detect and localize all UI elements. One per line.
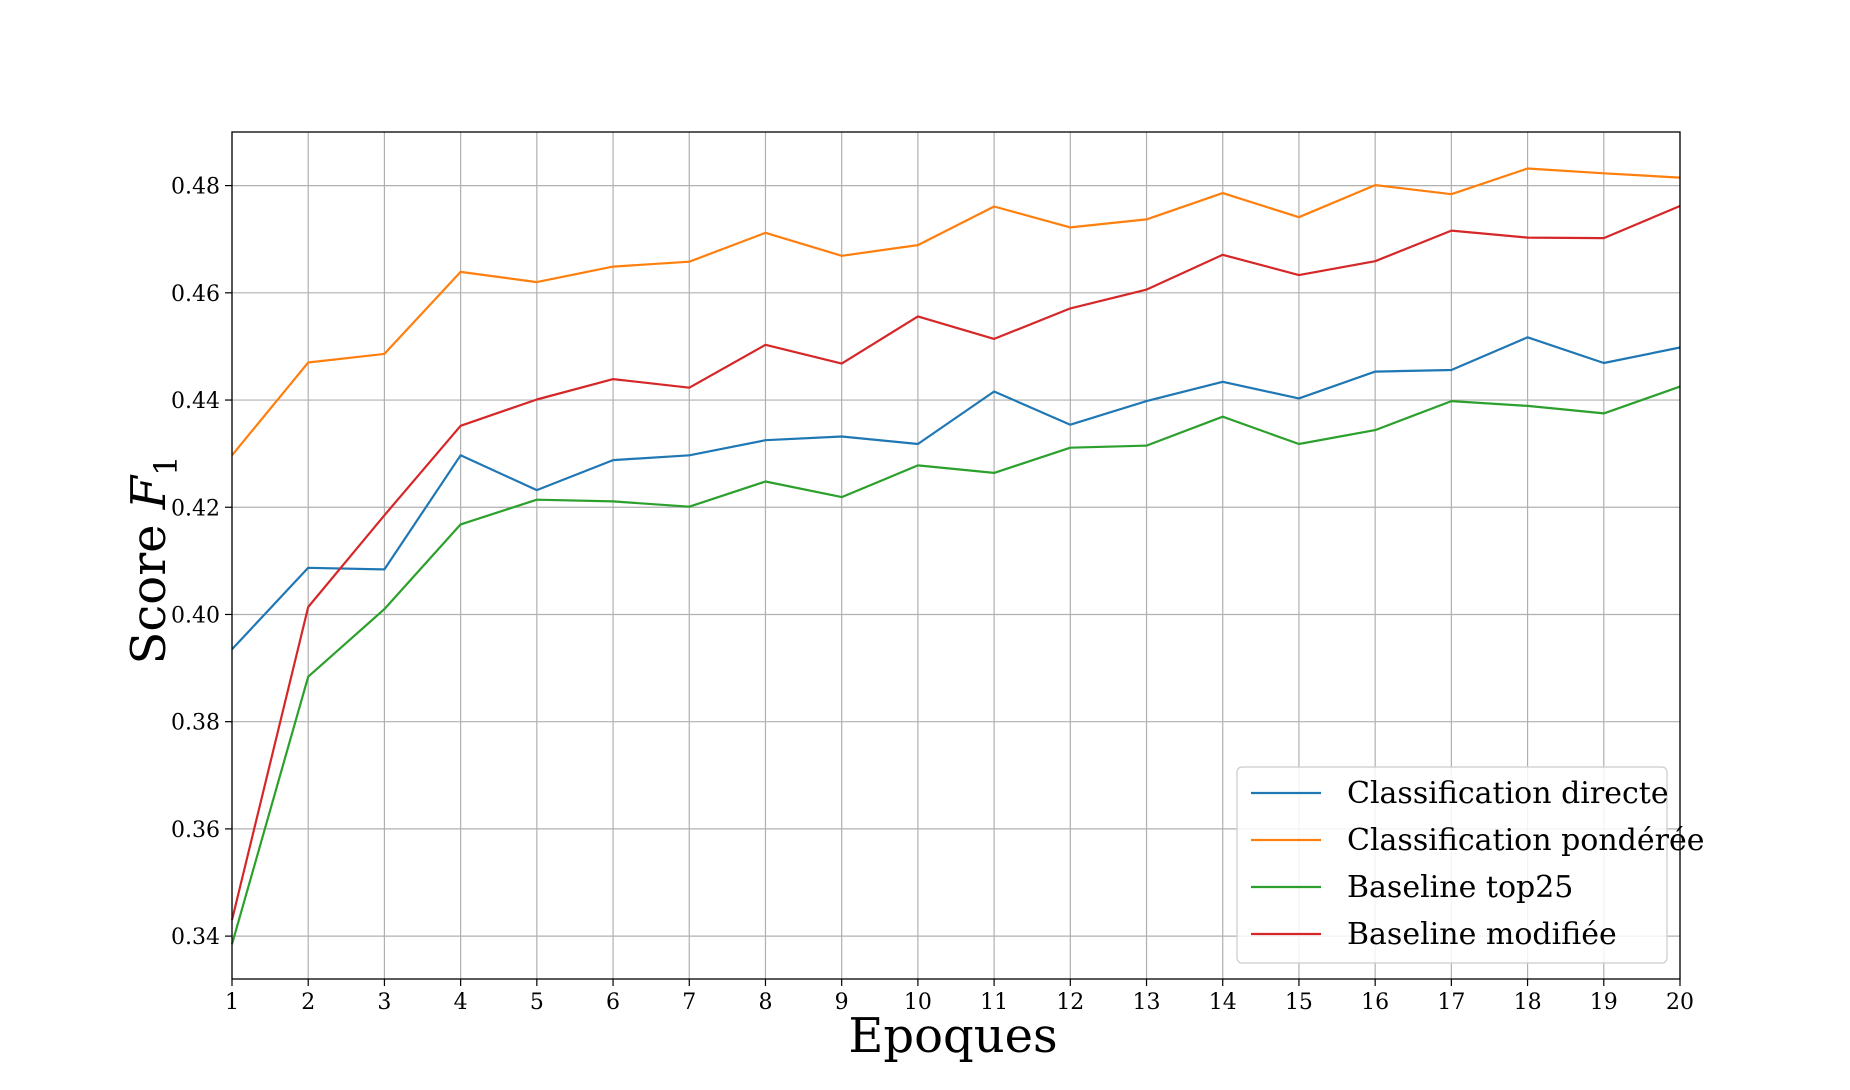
x-tick-label: 8 (758, 990, 772, 1015)
x-tick-label: 1 (225, 990, 239, 1015)
x-tick-label: 5 (530, 990, 544, 1015)
series-line-4 (230, 204, 1681, 921)
y-axis-label-prefix: Score (121, 509, 177, 664)
x-tick-label: 10 (904, 990, 932, 1015)
y-tick-label: 0.36 (171, 818, 220, 843)
y-tick-label: 0.44 (171, 389, 220, 414)
y-tick-label: 0.42 (171, 496, 220, 521)
y-tick-label: 0.34 (171, 925, 220, 950)
x-tick-label: 6 (606, 990, 620, 1015)
x-tick-label: 9 (835, 990, 849, 1015)
x-tick-label: 4 (454, 990, 468, 1015)
y-axis-label-symbol: F (121, 474, 177, 510)
x-axis-label: Epoques (848, 1008, 1057, 1064)
y-tick-label: 0.46 (171, 282, 220, 307)
legend-label: Classification pondérée (1347, 823, 1704, 858)
legend-label: Baseline top25 (1347, 870, 1573, 905)
x-tick-label: 19 (1590, 990, 1618, 1015)
series-line-2 (231, 167, 1681, 456)
x-tick-label: 14 (1209, 990, 1237, 1015)
x-tick-label: 2 (301, 990, 315, 1015)
x-tick-label: 12 (1056, 990, 1084, 1015)
legend-label: Classification directe (1347, 776, 1669, 811)
x-tick-label: 20 (1666, 990, 1694, 1015)
legend-box (1236, 766, 1668, 964)
x-tick-label: 15 (1285, 990, 1313, 1015)
y-tick-label: 0.40 (171, 603, 220, 628)
series-line-3 (230, 385, 1681, 945)
series-line-1 (231, 336, 1681, 651)
y-tick-label: 0.38 (171, 711, 220, 736)
plot-frame (231, 131, 1681, 980)
legend-label: Baseline modifiée (1347, 917, 1617, 952)
x-tick-label: 16 (1361, 990, 1389, 1015)
x-tick-label: 18 (1514, 990, 1542, 1015)
y-axis-label-subscript: 1 (147, 456, 185, 476)
x-tick-label: 7 (682, 990, 696, 1015)
x-tick-label: 13 (1133, 990, 1161, 1015)
axis-ticks: 1 2 3 4 5 6 7 8 9 10 11 12 13 14 15 16 17 18 19 200.340.360… (171, 175, 1694, 1015)
y-axis-label: Score F1 (121, 456, 185, 665)
x-tick-label: 11 (980, 990, 1008, 1015)
x-tick-label: 3 (377, 990, 391, 1015)
legend: Classification directe Classification pon… (1236, 766, 1704, 964)
x-tick-label: 17 (1437, 990, 1465, 1015)
series-lines (230, 167, 1681, 945)
y-tick-label: 0.48 (171, 175, 220, 200)
